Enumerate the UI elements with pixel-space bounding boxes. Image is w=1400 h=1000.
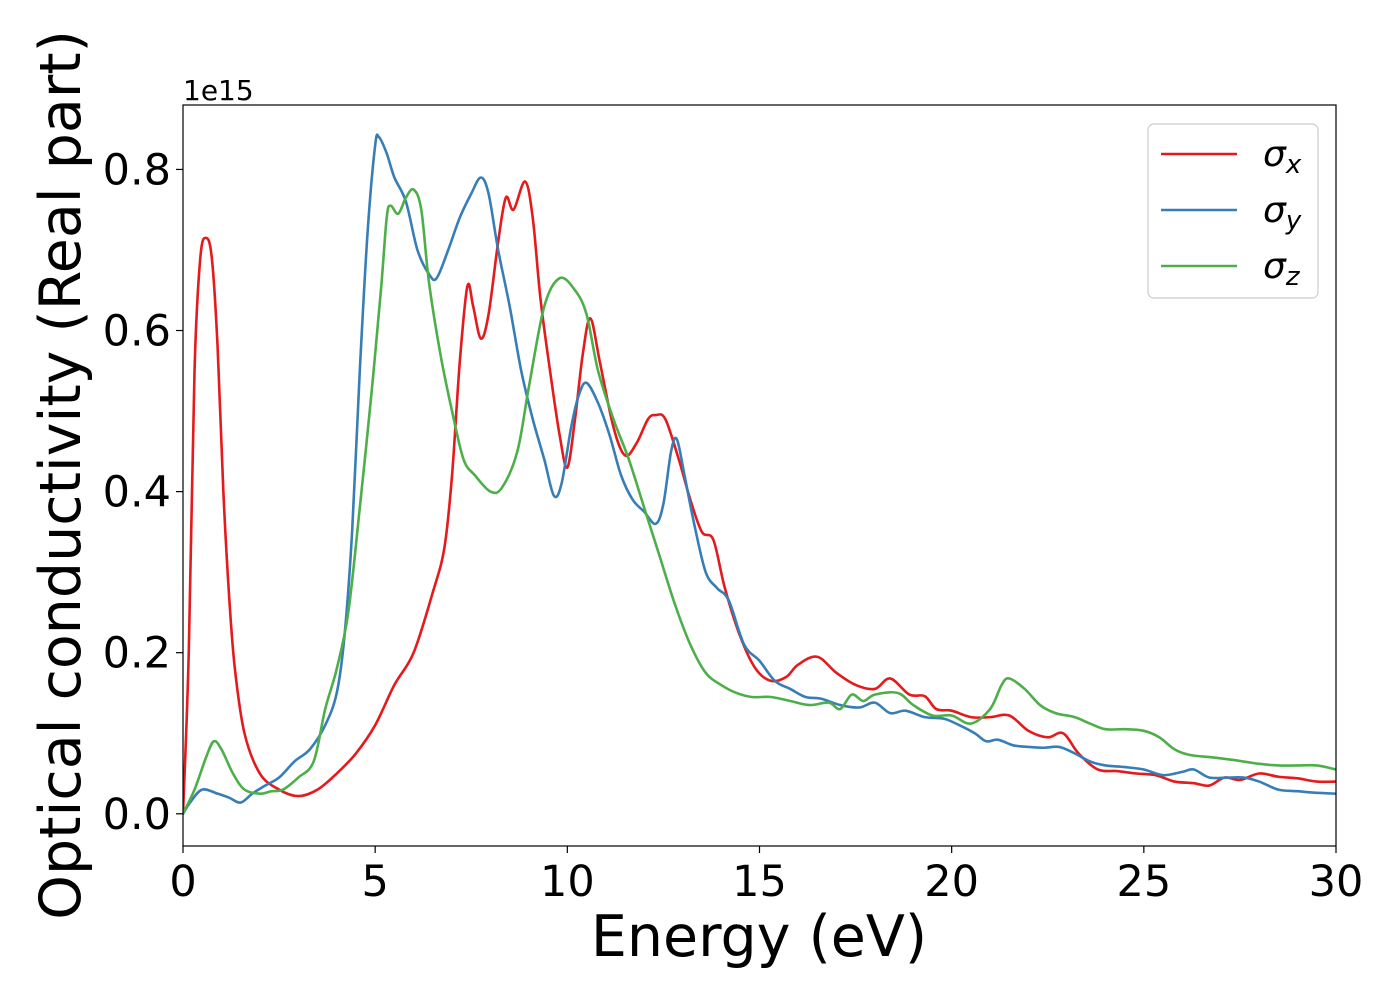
legend-label-z: σz [1263,246,1301,292]
x-tick-label: 25 [1116,857,1171,907]
series-line-z [183,187,1336,816]
y-tick-label: 0.4 [103,468,171,518]
x-tick-label: 20 [924,857,979,907]
x-tick-label: 5 [361,857,388,907]
series-layer [183,133,1336,816]
legend-label-x: σx [1263,134,1302,180]
y-offset-label: 1e15 [183,74,254,107]
x-tick-label: 15 [732,857,787,907]
y-tick-label: 0.8 [103,145,171,195]
y-tick-label: 0.0 [103,790,171,840]
y-axis-label: Optical conductivity (Real part) [28,30,94,920]
y-tick-label: 0.2 [103,629,171,679]
x-tick-label: 0 [169,857,196,907]
x-tick-label: 30 [1309,857,1364,907]
x-tick-label: 10 [540,857,595,907]
x-axis: 0 5 10 15 20 25 30 [169,846,1363,907]
x-axis-label: Energy (eV) [591,904,927,970]
y-tick-label: 0.6 [103,307,171,357]
legend-label-y: σy [1263,190,1302,236]
legend: σx σy σz [1147,123,1319,299]
y-axis: 0.0 0.2 0.4 0.6 0.8 [103,145,183,840]
